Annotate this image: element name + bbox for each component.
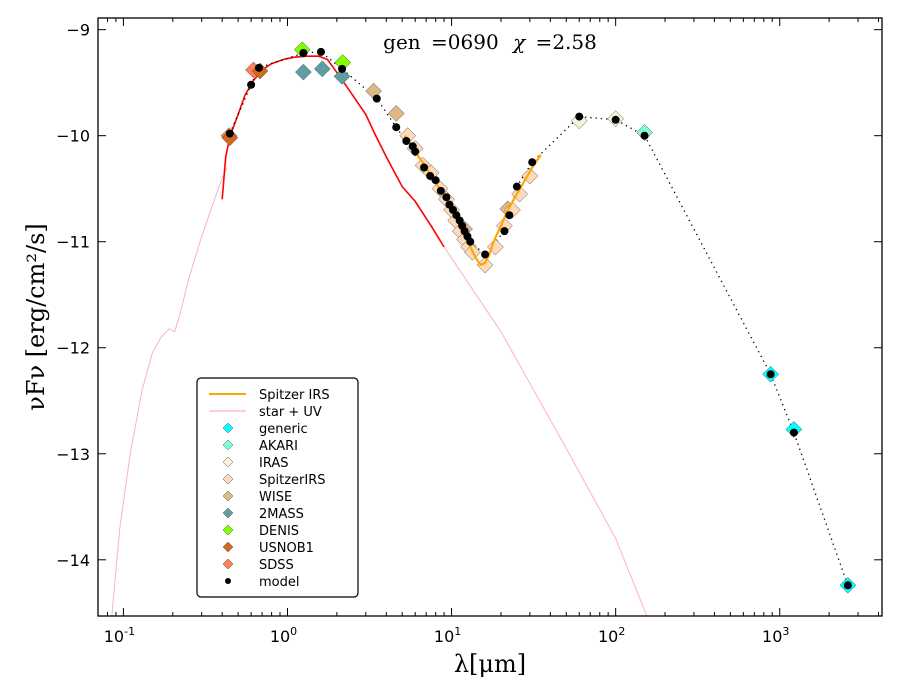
point-model: [512, 182, 521, 191]
legend-item-star-uv: star + UV: [209, 405, 322, 420]
x-tick-label: 101: [434, 625, 461, 646]
legend-item-spitzer-irs: Spitzer IRS: [209, 388, 330, 403]
legend-swatch-diamond: [222, 507, 234, 519]
point-model: [402, 136, 411, 145]
point-model: [500, 227, 509, 236]
legend-item-sdss: SDSS: [222, 558, 294, 573]
legend-label: AKARI: [259, 439, 298, 454]
y-tick-label: −14: [56, 551, 90, 570]
legend-swatch-diamond: [222, 422, 234, 434]
point-model: [225, 129, 234, 138]
legend-item-akari: AKARI: [222, 439, 298, 454]
point-model: [505, 211, 514, 220]
plot-area: [111, 41, 857, 616]
point-model: [426, 171, 435, 180]
legend-swatch-diamond: [222, 541, 234, 553]
point-2mass: [295, 63, 312, 81]
x-tick-label: 103: [762, 625, 789, 646]
y-tick-label: −11: [56, 233, 90, 252]
legend-swatch-diamond: [222, 456, 234, 468]
point-model: [528, 158, 537, 167]
legend-item-model: model: [225, 575, 299, 590]
legend-label: SDSS: [259, 558, 294, 573]
point-model: [316, 47, 325, 56]
point-model: [766, 370, 775, 379]
legend-label: SpitzerIRS: [259, 473, 326, 488]
legend-label: star + UV: [259, 405, 322, 420]
legend-label: WISE: [259, 490, 292, 505]
annotation-chi-value: 2.58: [552, 30, 597, 54]
point-2mass: [333, 67, 351, 85]
point-model: [843, 581, 852, 590]
point-model: [431, 176, 440, 185]
x-tick-label: 102: [598, 625, 625, 646]
point-model: [436, 186, 445, 195]
annotation-gen-label: gen: [383, 30, 421, 54]
y-tick-labels: −9 −10 −11 −12 −13 −14: [56, 21, 90, 570]
x-axis-title: λ[μm]: [454, 650, 526, 678]
line-star-bright-segment: [221, 55, 445, 248]
point-model: [247, 80, 256, 89]
point-model: [789, 428, 798, 437]
point-wise: [387, 105, 405, 122]
legend-label: generic: [259, 422, 308, 437]
plot-frame: [97, 17, 883, 617]
point-model: [372, 94, 381, 103]
x-tick-labels: 10-1 100 101 102 103: [104, 625, 790, 646]
line-spitzer-irs: [404, 135, 542, 267]
annotation-gen-value: 0690: [448, 30, 499, 54]
axis-ticks: [97, 18, 882, 616]
point-iras: [570, 112, 588, 130]
legend-label: model: [259, 575, 299, 590]
legend-swatch-diamond: [222, 490, 234, 502]
line-star-faint-tail: [443, 246, 648, 616]
legend-item-usnob1: USNOB1: [222, 541, 314, 556]
legend-item-2mass: 2MASS: [222, 507, 304, 522]
legend-swatch-diamond: [222, 439, 234, 451]
x-tick-label: 10-1: [104, 625, 135, 646]
legend-swatch-diamond: [222, 524, 234, 536]
point-model: [442, 193, 451, 202]
point-model: [392, 123, 401, 132]
legend-frame: [196, 377, 359, 598]
annotation-chi-label: χ: [511, 30, 527, 54]
point-spitzerirs: [487, 238, 504, 256]
y-tick-label: −12: [56, 339, 90, 358]
line-star-uv: [111, 167, 228, 616]
point-model: [481, 250, 490, 259]
point-model: [299, 48, 308, 57]
legend-item-denis: DENIS: [222, 524, 299, 539]
legend: Spitzer IRS star + UV generic AKARI IRAS Spit…: [196, 377, 359, 598]
legend-item-wise: WISE: [222, 490, 292, 505]
point-model: [254, 63, 263, 72]
point-model: [466, 237, 475, 246]
point-model: [420, 163, 429, 172]
legend-label: DENIS: [259, 524, 299, 539]
point-model: [640, 131, 649, 140]
point-model: [411, 147, 420, 156]
y-tick-label: −13: [56, 445, 90, 464]
fit-annotation: gen =0690 χ =2.58: [383, 30, 597, 54]
legend-swatch-dot: [225, 578, 231, 584]
legend-item-generic: generic: [222, 422, 308, 437]
legend-label: Spitzer IRS: [259, 388, 330, 403]
legend-item-spitzerirs: SpitzerIRS: [222, 473, 326, 488]
point-model: [611, 115, 620, 124]
y-axis-title: νFν [erg/cm²/s]: [22, 223, 50, 411]
point-model: [338, 64, 347, 73]
point-2mass: [313, 60, 331, 78]
legend-swatch-diamond: [222, 473, 234, 485]
x-tick-label: 100: [270, 625, 297, 646]
legend-label: 2MASS: [259, 507, 304, 522]
legend-label: USNOB1: [259, 541, 314, 556]
y-tick-label: −9: [66, 21, 90, 40]
y-tick-label: −10: [56, 127, 90, 146]
legend-item-iras: IRAS: [222, 456, 289, 471]
legend-label: IRAS: [259, 456, 289, 471]
point-model: [575, 112, 584, 121]
legend-swatch-diamond: [222, 558, 234, 570]
point-usnob1: [221, 129, 239, 147]
